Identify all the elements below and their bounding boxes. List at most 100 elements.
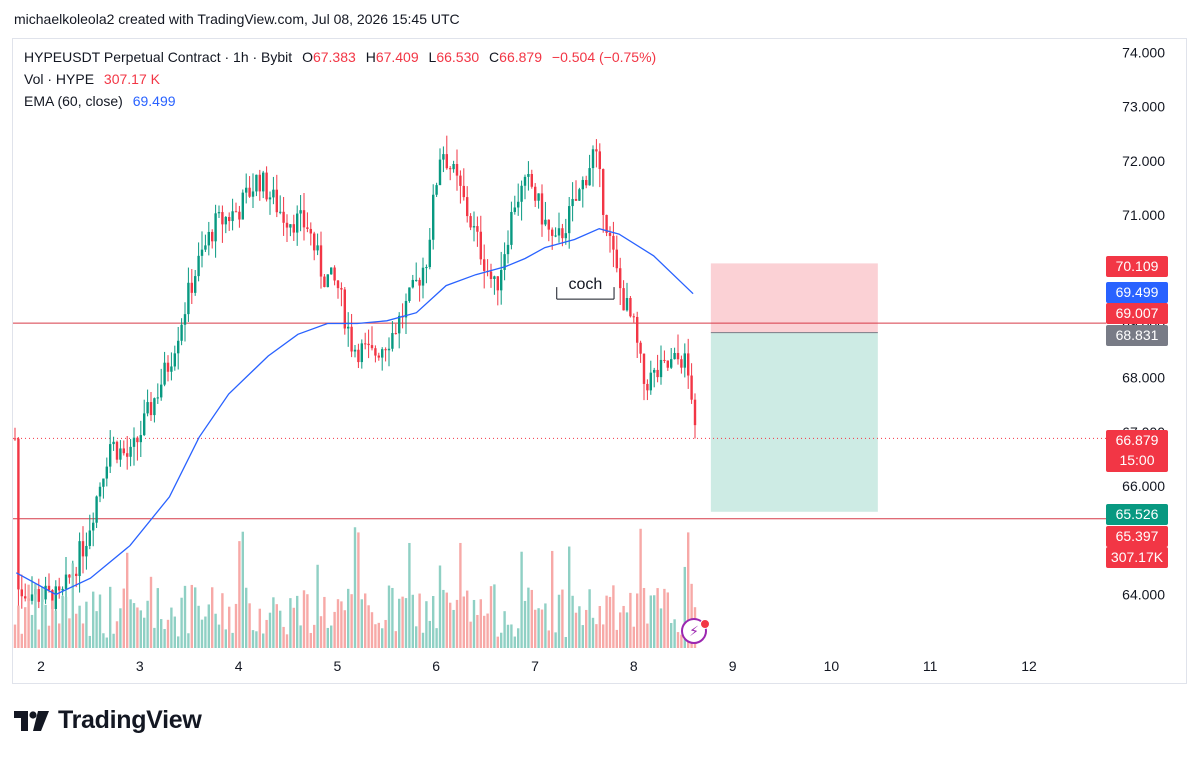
open-value: 67.383 xyxy=(312,49,356,65)
candle-body xyxy=(489,271,493,279)
volume-bar xyxy=(241,531,244,648)
candle-body xyxy=(81,541,85,557)
volume-bar xyxy=(34,583,37,648)
candle-body xyxy=(200,249,204,256)
volume-bar xyxy=(228,606,231,648)
volume-bar xyxy=(466,590,469,648)
volume-bar xyxy=(364,593,367,648)
volume-bar xyxy=(513,636,516,648)
volume-bar xyxy=(255,631,258,648)
candle-body xyxy=(241,192,244,220)
volume-bar xyxy=(217,624,221,648)
candle-body xyxy=(476,226,479,232)
candle-body xyxy=(462,185,465,198)
volume-bar xyxy=(132,603,136,648)
volume-bar xyxy=(401,596,404,648)
candle-body xyxy=(119,448,122,460)
candle-body xyxy=(459,175,462,186)
volume-bar xyxy=(581,625,584,648)
volume-bar xyxy=(489,586,493,648)
candle-body xyxy=(639,342,642,354)
volume-bar xyxy=(683,566,686,648)
volume-bar xyxy=(41,587,44,648)
volume-bar xyxy=(105,637,108,648)
candle-body xyxy=(313,233,316,251)
choch-label: coch xyxy=(568,276,602,293)
volume-bar xyxy=(486,613,489,648)
candle-body xyxy=(149,402,153,416)
y-tick-label: 73.000 xyxy=(1122,99,1165,115)
volume-bar xyxy=(30,614,34,648)
candle-body xyxy=(364,343,367,345)
candle-body xyxy=(88,530,91,546)
candle-body xyxy=(251,191,255,197)
volume-bar xyxy=(462,596,465,648)
candle-body xyxy=(483,259,486,271)
tradingview-logo-icon xyxy=(14,710,49,731)
x-tick-label: 8 xyxy=(630,658,638,674)
candle-body xyxy=(656,369,659,378)
candle-body xyxy=(61,588,64,591)
volume-bar xyxy=(350,594,353,648)
candle-body xyxy=(289,224,292,228)
candle-body xyxy=(330,267,333,275)
volume-bar xyxy=(183,585,187,648)
volume-bar xyxy=(268,612,272,648)
x-tick-label: 11 xyxy=(923,658,938,674)
volume-bar xyxy=(639,528,642,648)
volume-bar xyxy=(479,599,482,648)
candle-body xyxy=(207,231,210,246)
candle-body xyxy=(636,316,639,343)
candle-body xyxy=(398,315,401,334)
candle-body xyxy=(517,201,520,208)
volume-bar xyxy=(234,603,238,648)
chart-frame xyxy=(12,38,1187,684)
volume-bar xyxy=(194,587,197,648)
volume-bar xyxy=(585,609,588,648)
candle-body xyxy=(306,227,309,229)
volume-bar xyxy=(61,595,64,648)
volume-bar xyxy=(156,588,159,648)
candle-body xyxy=(336,280,340,289)
y-tick-label: 66.000 xyxy=(1122,478,1165,494)
candle-body xyxy=(394,333,397,335)
candle-body xyxy=(683,353,686,368)
volume-bar xyxy=(360,599,363,648)
volume-bar xyxy=(374,624,377,648)
candle-body xyxy=(190,282,193,293)
volume-bar xyxy=(71,563,74,648)
candle-body xyxy=(224,217,227,225)
volume-bar xyxy=(438,565,442,648)
volume-bar xyxy=(517,628,520,648)
candle-body xyxy=(408,287,411,301)
candle-body xyxy=(578,189,581,201)
volume-label: Vol · HYPE xyxy=(24,71,95,87)
candle-body xyxy=(122,448,125,454)
candle-body xyxy=(75,573,78,577)
candle-body xyxy=(58,586,61,591)
candle-body xyxy=(561,228,564,239)
volume-bar xyxy=(166,619,170,648)
y-tick-label: 68.000 xyxy=(1122,370,1165,386)
volume-bar xyxy=(163,629,166,648)
volume-bar xyxy=(146,600,149,648)
price-tag-ema: 69.499 xyxy=(1106,282,1168,303)
volume-legend-row: Vol · HYPE 307.17 K xyxy=(24,68,656,90)
candle-body xyxy=(268,197,272,200)
volume-bar xyxy=(258,608,261,648)
y-tick-label: 74.000 xyxy=(1122,45,1165,61)
candle-body xyxy=(520,185,523,202)
volume-bar xyxy=(54,610,57,648)
candle-body xyxy=(615,249,618,269)
volume-bar xyxy=(605,595,608,648)
candle-body xyxy=(126,453,129,457)
candle-body xyxy=(302,210,306,228)
volume-bar xyxy=(231,632,234,648)
volume-bar xyxy=(92,591,95,648)
volume-bar xyxy=(330,625,333,648)
volume-bar xyxy=(571,595,574,648)
candle-body xyxy=(30,594,34,601)
volume-bar xyxy=(649,595,652,648)
volume-bar xyxy=(37,629,40,648)
